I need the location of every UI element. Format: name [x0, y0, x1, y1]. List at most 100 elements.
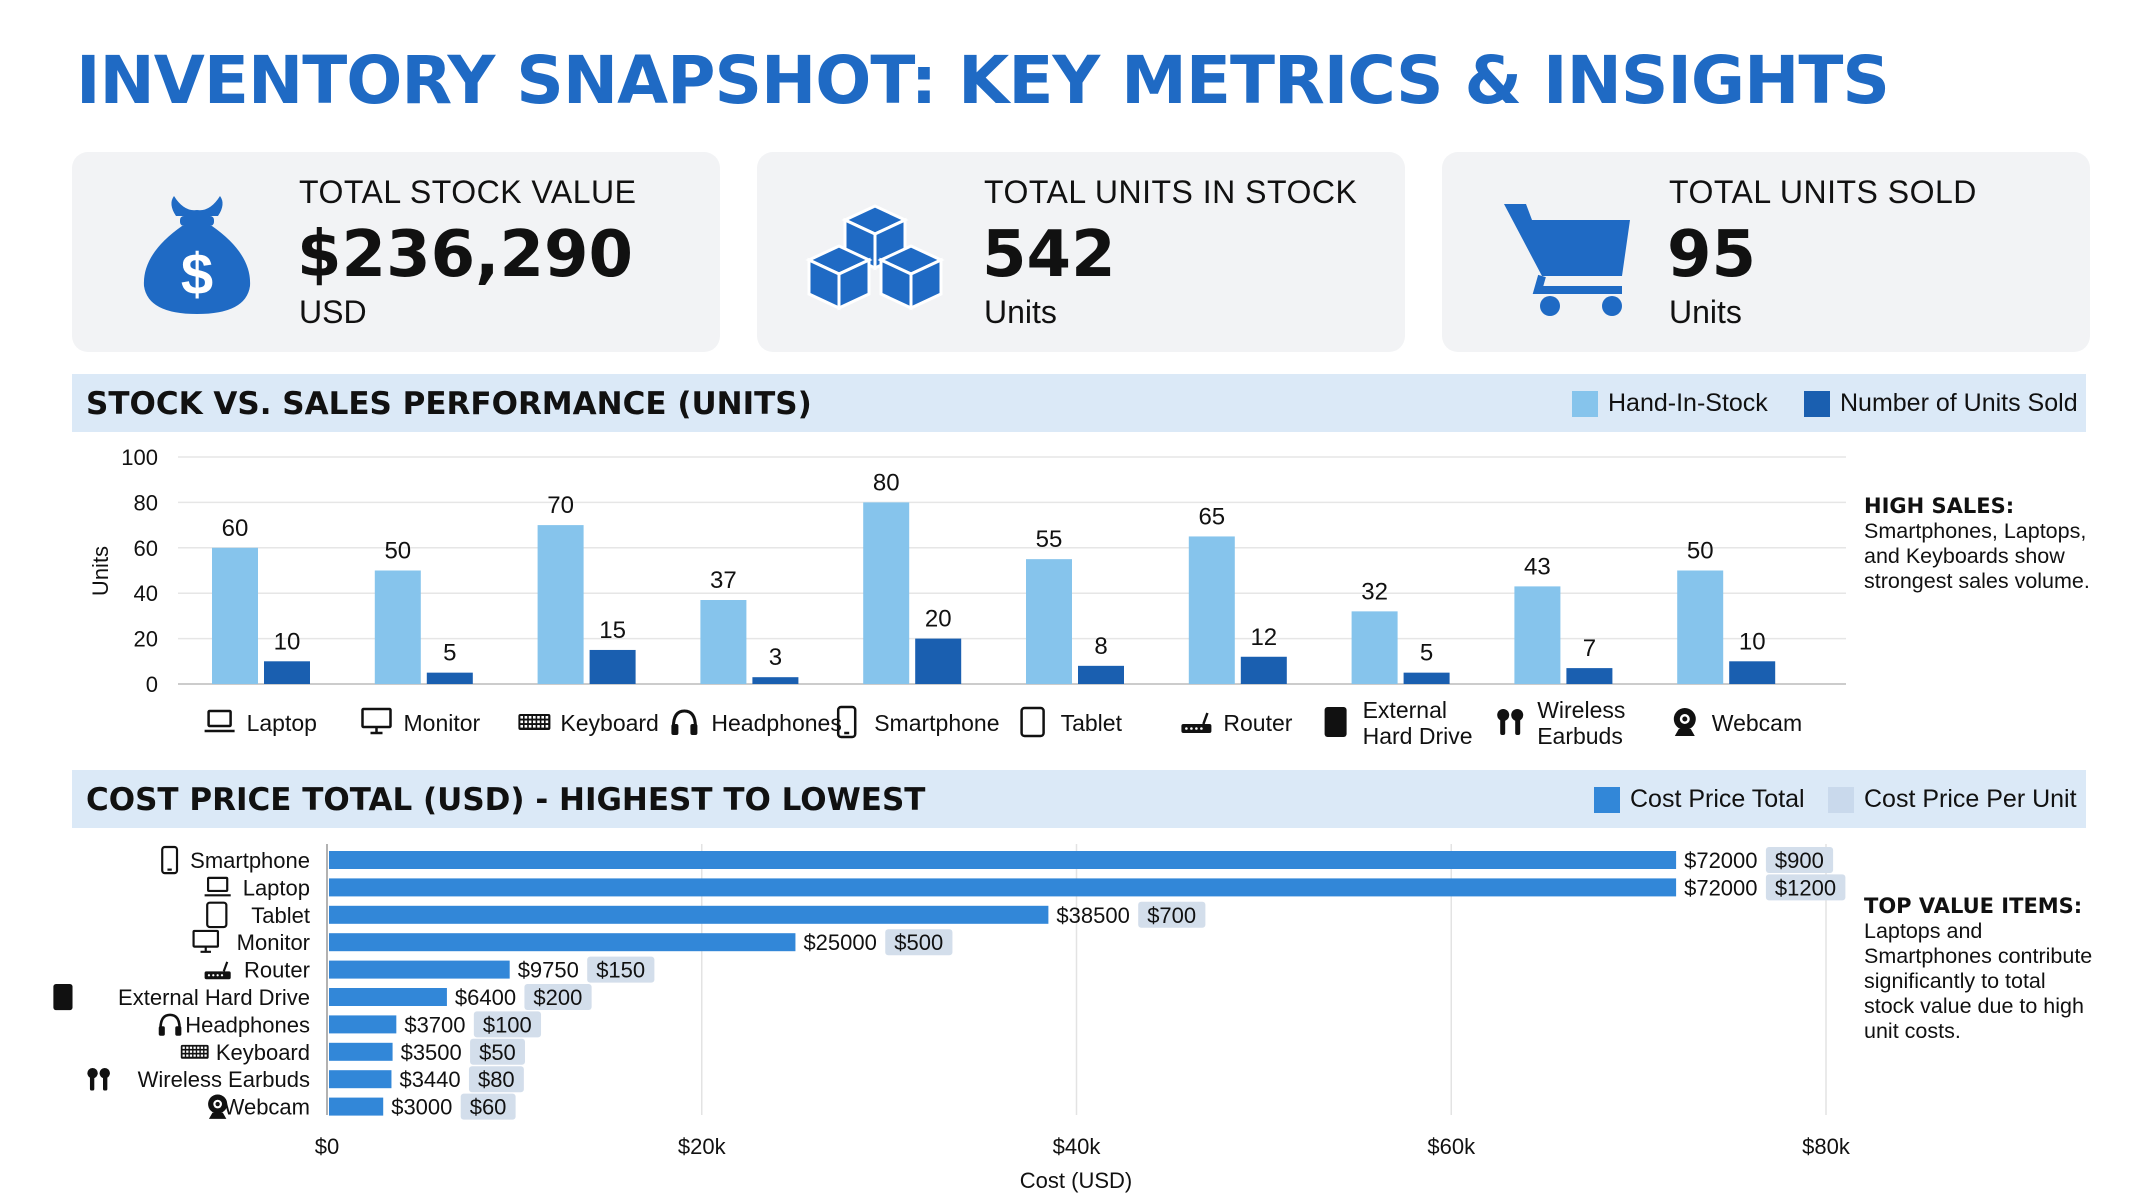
data-label: $9750	[518, 958, 579, 983]
kpi-label: TOTAL UNITS IN STOCK	[984, 174, 1358, 210]
earbuds-icon	[87, 1067, 110, 1091]
bar-sold	[264, 661, 310, 684]
legend-swatch	[1572, 390, 1598, 417]
hard-drive-icon	[1324, 707, 1347, 737]
note-body: Smartphones, Laptops, and Keyboards show…	[1864, 519, 2090, 593]
data-label: $3000	[391, 1095, 452, 1120]
top-value-note: TOP VALUE ITEMS: Laptops and Smartphones…	[1864, 894, 2094, 1044]
cost-per-unit-pill	[470, 1038, 525, 1065]
data-label: $150	[596, 958, 645, 983]
note-heading: HIGH SALES:	[1864, 494, 2015, 518]
bar-sold	[1566, 668, 1613, 684]
data-label: 65	[1198, 503, 1225, 530]
data-label: 5	[1420, 640, 1433, 667]
monitor-icon	[192, 929, 220, 953]
bar-sold	[426, 672, 473, 684]
legend-item-hand-in-stock: Hand-In-Stock	[1572, 389, 1768, 418]
kpi-card-units-in-stock: TOTAL UNITS IN STOCK 542 Units	[757, 152, 1405, 352]
page-title: INVENTORY SNAPSHOT: KEY METRICS & INSIGH…	[76, 42, 1890, 119]
data-label: $72000	[1684, 848, 1757, 873]
boxes-icon	[805, 204, 945, 311]
cost-per-unit-pill	[885, 929, 953, 956]
data-label: 80	[873, 469, 900, 496]
legend-label: Hand-In-Stock	[1608, 389, 1768, 417]
y-tick-label: 20	[134, 627, 158, 652]
data-label: $200	[533, 985, 582, 1010]
bar-sold	[589, 649, 636, 684]
webcam-icon	[1673, 708, 1696, 736]
router-icon	[204, 961, 231, 980]
bar-cost-total	[329, 878, 1677, 897]
kpi-value: 542	[982, 218, 1116, 292]
bar-cost-total	[329, 1015, 397, 1034]
legend-swatch	[1804, 390, 1830, 417]
kpi-label: TOTAL STOCK VALUE	[299, 174, 637, 210]
x-tick-label: $0	[315, 1134, 339, 1159]
data-label: $100	[483, 1012, 532, 1037]
x-tick-label: Headphones	[711, 710, 841, 736]
data-label: 32	[1361, 578, 1388, 605]
data-label: 60	[222, 515, 249, 542]
data-label: 43	[1524, 553, 1551, 580]
data-label: $38500	[1056, 903, 1129, 928]
headphones-icon	[158, 1013, 182, 1036]
kpi-unit: Units	[1669, 294, 1742, 330]
hard-drive-icon	[53, 984, 73, 1011]
y-tick-label: Router	[244, 958, 310, 983]
stock-sales-header: STOCK VS. SALES PERFORMANCE (UNITS) Hand…	[72, 374, 2086, 432]
bar-in-stock	[700, 600, 747, 684]
monitor-icon	[361, 707, 392, 735]
data-label: 7	[1583, 635, 1596, 662]
data-label: 55	[1036, 526, 1063, 553]
legend-label: Cost Price Per Unit	[1864, 785, 2077, 813]
x-tick-label: $80k	[1802, 1134, 1851, 1159]
svg-text:$: $	[181, 242, 213, 307]
data-label: $900	[1775, 848, 1824, 873]
kpi-card-stock-value: $ TOTAL STOCK VALUE $236,290 USD	[72, 152, 720, 352]
legend-item-cost-total: Cost Price Total	[1594, 785, 1805, 814]
data-label: 15	[599, 617, 626, 644]
data-label: 10	[1739, 628, 1766, 655]
data-label: $3440	[399, 1067, 460, 1092]
bar-in-stock	[537, 525, 584, 684]
bar-in-stock	[1351, 611, 1398, 684]
data-label: $3500	[401, 1040, 462, 1065]
kpi-unit: Units	[984, 294, 1057, 330]
data-label: $25000	[803, 930, 876, 955]
cost-per-unit-pill	[460, 1093, 516, 1120]
data-label: 20	[925, 606, 952, 633]
note-body: Laptops and Smartphones contribute signi…	[1864, 919, 2093, 1043]
bar-in-stock	[374, 570, 421, 684]
cost-per-unit-pill	[587, 956, 655, 983]
bar-cost-total	[329, 960, 510, 979]
kpi-unit: USD	[299, 294, 367, 330]
section-title: STOCK VS. SALES PERFORMANCE (UNITS)	[86, 386, 812, 422]
y-tick-label: Monitor	[237, 930, 310, 955]
legend-label: Number of Units Sold	[1840, 389, 2078, 417]
x-tick-label: Router	[1223, 710, 1292, 736]
high-sales-note: HIGH SALES: Smartphones, Laptops, and Ke…	[1864, 494, 2094, 594]
cost-per-unit-pill	[1765, 874, 1846, 901]
data-label: 8	[1094, 633, 1107, 660]
smartphone-icon	[161, 845, 179, 875]
shopping-cart-icon	[1504, 204, 1630, 316]
keyboard-icon	[518, 714, 551, 730]
x-axis-label: Cost (USD)	[1020, 1168, 1132, 1193]
y-tick-label: 100	[121, 445, 158, 470]
y-tick-label: 40	[134, 581, 158, 606]
bar-cost-total	[329, 1070, 392, 1089]
earbuds-icon	[1497, 709, 1524, 735]
y-tick-label: Laptop	[243, 875, 310, 900]
x-tick-label: Earbuds	[1537, 723, 1623, 749]
bar-sold	[915, 638, 962, 684]
bar-cost-total	[329, 905, 1049, 924]
x-tick-label: Laptop	[247, 710, 317, 736]
cost-per-unit-pill	[524, 984, 592, 1010]
money-bag-icon: $	[143, 196, 251, 314]
legend-item-units-sold: Number of Units Sold	[1804, 389, 2078, 418]
laptop-icon	[204, 876, 231, 897]
cost-per-unit-pill	[473, 1011, 542, 1038]
data-label: $700	[1147, 903, 1196, 928]
y-tick-label: Keyboard	[216, 1040, 310, 1065]
bar-in-stock	[1677, 570, 1724, 684]
